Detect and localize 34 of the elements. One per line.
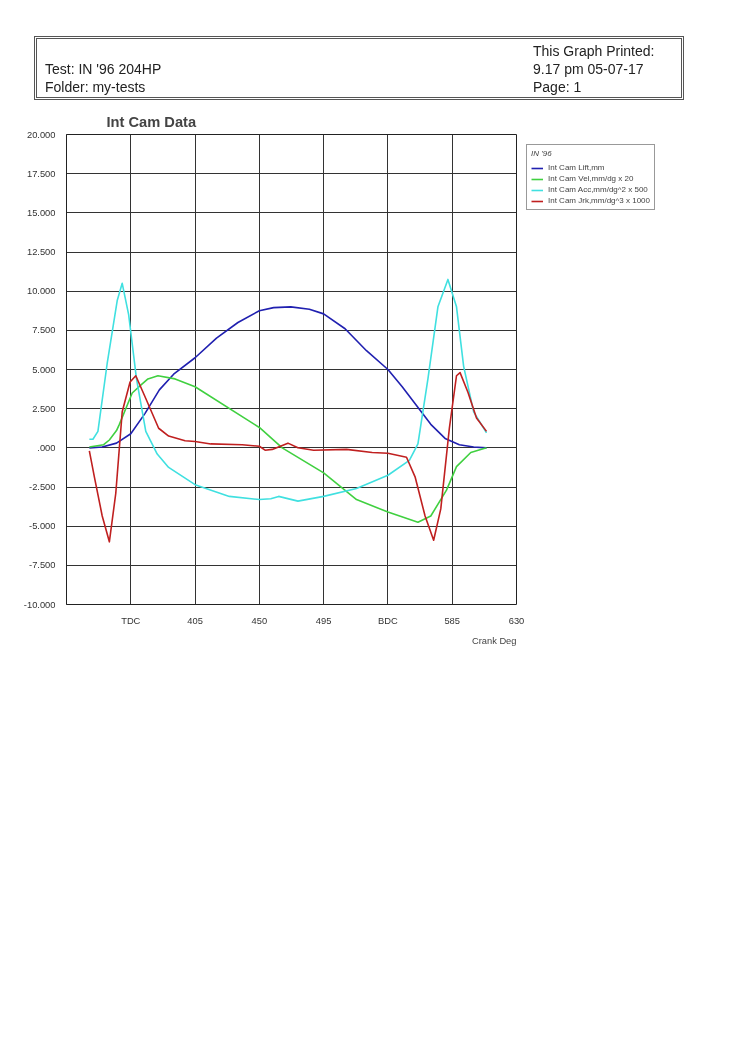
y-tick-label: 15.000 xyxy=(26,207,56,218)
legend-label: Int Cam Jrk,mm/dg^3 x 1000 xyxy=(548,196,651,205)
legend-label: Int Cam Acc,mm/dg^2 x 500 xyxy=(548,185,648,194)
x-tick-label: 630 xyxy=(508,615,525,626)
line-series xyxy=(88,278,488,502)
text: Folder: my-tests xyxy=(45,78,147,95)
text: Test: IN '96 204HP xyxy=(45,60,162,77)
y-tick-label: -7.500 xyxy=(29,560,56,571)
y-tick-label: 5.000 xyxy=(32,364,56,375)
y-tick-label: .000 xyxy=(37,442,56,453)
legend-label: Int Cam Vel,mm/dg x 20 xyxy=(548,174,634,183)
legend-title: IN '96 xyxy=(531,149,553,158)
y-tick-label: 20.000 xyxy=(26,129,56,140)
x-axis-title: Crank Deg xyxy=(471,635,517,646)
text: 9.17 pm 05-07-17 xyxy=(533,60,645,77)
y-tick-label: -2.500 xyxy=(29,482,56,492)
y-tick-label: 10.000 xyxy=(26,286,56,297)
y-tick-label: -10.000 xyxy=(23,599,56,610)
legend-label: Int Cam Lift,mm xyxy=(548,163,605,172)
x-tick-label: 450 xyxy=(251,615,268,626)
chart-title: Int Cam Data xyxy=(106,113,197,130)
text: This Graph Printed: xyxy=(533,42,656,59)
x-tick-label: 495 xyxy=(315,615,332,626)
y-tick-label: 17.500 xyxy=(26,168,56,179)
x-tick-label: 405 xyxy=(187,615,203,626)
x-tick-label: BDC xyxy=(378,615,399,626)
text: Page: 1 xyxy=(533,78,583,95)
y-tick-label: -5.000 xyxy=(29,521,56,532)
x-tick-label: 585 xyxy=(444,615,461,626)
y-tick-label: 12.500 xyxy=(26,247,56,257)
line-series xyxy=(88,306,488,449)
x-tick-label: TDC xyxy=(121,615,141,626)
y-tick-label: 2.500 xyxy=(32,403,56,414)
y-tick-label: 7.500 xyxy=(32,325,56,336)
